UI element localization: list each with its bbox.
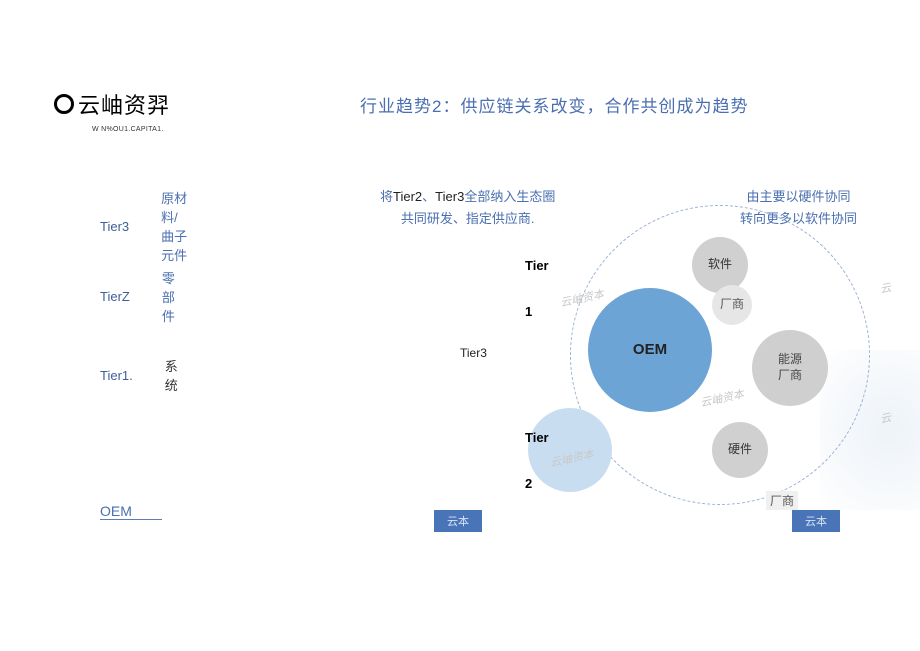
diagram-node: 硬件 xyxy=(712,422,768,478)
caption-center-line2: 共同研发、指定供应商. xyxy=(380,208,555,230)
title-body: 供应链关系改变，合作共创成为趋势 xyxy=(460,97,748,116)
diagram-tier-text: Tier xyxy=(525,258,549,273)
diagram-node: 软件 xyxy=(692,237,748,293)
diagram-oem: OEM xyxy=(588,288,712,412)
diagram-node xyxy=(528,408,612,492)
caption-center: 将Tier2、Tier3全部纳入生态圈 共同研发、指定供应商. xyxy=(380,186,555,230)
logo-circle-icon xyxy=(54,94,74,114)
logo-row: 云岫资羿 xyxy=(54,88,170,120)
footer-badge: 云本 xyxy=(792,510,840,532)
diagram-tier-text: Tier xyxy=(525,430,549,445)
caption-right-line1: 由主要以硬件协同 xyxy=(740,186,857,208)
slide-title: 行业趋势2：供应链关系改变，合作共创成为趋势 xyxy=(360,92,748,117)
tier-row: TierZ 零部件 xyxy=(100,268,185,325)
tier-label: Tier1. xyxy=(100,368,133,383)
tier-label: Tier3 xyxy=(100,219,129,234)
tier-label: TierZ xyxy=(100,289,130,304)
ecosystem-diagram: 软件厂商能源 厂商硬件OEMTier1Tier2Tier3厂商 xyxy=(500,250,900,490)
diagram-vendor-label: 厂商 xyxy=(766,491,798,510)
tier-row: Tier1. 系统 xyxy=(100,356,185,394)
logo-block: 云岫资羿 W N%OU1.CAPITA1. xyxy=(54,88,170,133)
diagram-node: 能源 厂商 xyxy=(752,330,828,406)
tier-row: Tier3 原材料/曲子元件 xyxy=(100,188,189,264)
diagram-tier3-label: Tier3 xyxy=(460,346,487,360)
footer-badge: 云本 xyxy=(434,510,482,532)
tier-desc: 系统 xyxy=(165,356,185,394)
tier-desc: 零部件 xyxy=(162,268,185,325)
diagram-node: 厂商 xyxy=(712,285,752,325)
diagram-tier-text: 1 xyxy=(525,304,532,319)
title-prefix: 行业趋势2： xyxy=(360,97,460,116)
diagram-tier-text: 2 xyxy=(525,476,532,491)
logo-text: 云岫资羿 xyxy=(78,88,170,120)
caption-center-line1: 将Tier2、Tier3全部纳入生态圈 xyxy=(380,186,555,208)
logo-subtext: W N%OU1.CAPITA1. xyxy=(92,126,170,133)
tier-desc: 原材料/曲子元件 xyxy=(161,188,188,264)
oem-label: OEM xyxy=(100,503,162,520)
